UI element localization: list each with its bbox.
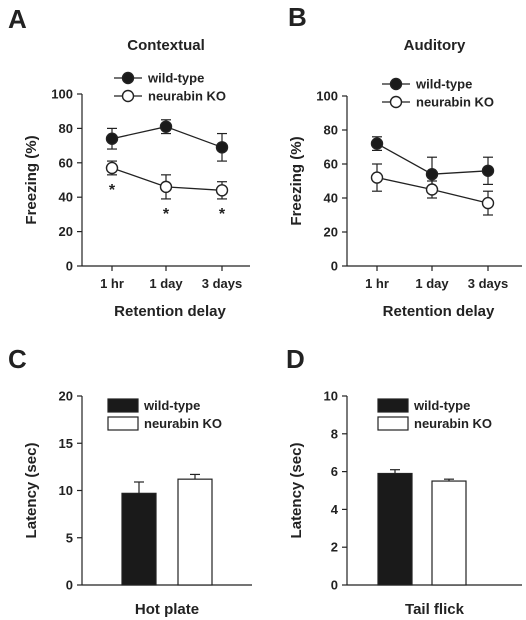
legend-swatch — [107, 416, 139, 431]
bar-neurabin-ko — [431, 480, 467, 586]
y-tick-label: 80 — [324, 123, 338, 138]
x-tick-label: 1 hr — [365, 276, 389, 291]
y-tick-label: 2 — [331, 540, 338, 555]
legend-swatch — [377, 398, 409, 413]
data-point — [425, 183, 439, 196]
x-axis-label: Retention delay — [383, 303, 495, 320]
significance-star: * — [219, 206, 226, 223]
chart-title: Contextual — [127, 37, 205, 54]
legend-marker — [121, 89, 135, 103]
x-tick-label: 1 day — [415, 276, 449, 291]
legend-label: neurabin KO — [416, 95, 494, 110]
y-tick-label: 10 — [324, 389, 338, 404]
series-wild-type — [105, 119, 229, 162]
series-wild-type — [370, 136, 495, 192]
y-axis-label: Freezing (%) — [288, 136, 305, 225]
legend-label: wild-type — [415, 77, 472, 92]
data-point — [159, 180, 173, 194]
x-axis-label: Retention delay — [114, 303, 226, 320]
x-tick-label: 3 days — [202, 276, 242, 291]
y-tick-label: 0 — [66, 578, 73, 593]
data-point — [105, 161, 119, 175]
y-tick-label: 40 — [59, 190, 73, 205]
x-tick-label: 1 hr — [100, 276, 124, 291]
y-tick-label: 20 — [59, 389, 73, 404]
y-tick-label: 8 — [331, 426, 338, 441]
y-tick-label: 6 — [331, 464, 338, 479]
y-tick-label: 40 — [324, 191, 338, 206]
data-point — [159, 120, 173, 133]
y-tick-label: 15 — [59, 436, 73, 451]
y-tick-label: 0 — [331, 259, 338, 274]
data-point — [105, 132, 119, 145]
bar-wild-type — [377, 472, 413, 586]
series-neurabin-ko — [370, 163, 495, 216]
y-tick-label: 20 — [324, 225, 338, 240]
legend-label: neurabin KO — [144, 416, 222, 431]
bar-neurabin-ko — [177, 478, 213, 586]
bar-wild-type — [121, 492, 157, 586]
significance-star: * — [163, 206, 170, 223]
data-point — [370, 137, 384, 150]
data-point — [481, 164, 495, 178]
legend-label: wild-type — [413, 398, 470, 413]
x-tick-label: 1 day — [149, 276, 183, 291]
data-point — [215, 141, 229, 154]
series-neurabin-ko — [105, 160, 229, 200]
panel-d: D 0 2 4 6 8 10 Latency (sec) Tail flick wild-type… — [286, 344, 522, 618]
data-point — [425, 167, 439, 181]
legend-label: neurabin KO — [148, 89, 226, 104]
panel-letter: C — [8, 344, 27, 374]
legend-label: wild-type — [147, 71, 204, 86]
chart-title: Auditory — [404, 37, 466, 54]
panel-letter: B — [288, 2, 307, 32]
panel-a: A Contextual 0 20 40 60 80 100 Freezing (%) Reten… — [8, 4, 250, 320]
panel-letter: D — [286, 344, 305, 374]
significance-star: * — [109, 182, 116, 199]
legend-swatch — [107, 398, 139, 413]
y-tick-label: 4 — [331, 502, 339, 517]
x-tick-label: 3 days — [468, 276, 508, 291]
x-axis-label: Tail flick — [405, 601, 465, 618]
legend-marker — [121, 71, 135, 85]
y-tick-label: 100 — [51, 87, 73, 102]
y-axis-label: Latency (sec) — [288, 443, 305, 539]
panel-b: B Auditory 0 20 40 60 80 100 Freezing (%) Retenti… — [288, 2, 522, 320]
legend-swatch — [377, 416, 409, 431]
panel-letter: A — [8, 4, 27, 34]
legend-marker — [389, 95, 403, 109]
y-tick-label: 0 — [331, 578, 338, 593]
x-axis-label: Hot plate — [135, 601, 199, 618]
legend-label: wild-type — [143, 398, 200, 413]
y-axis-label: Latency (sec) — [23, 443, 40, 539]
panel-c: C 0 5 10 15 20 Latency (sec) Hot plate wild-type… — [8, 344, 252, 618]
y-tick-label: 20 — [59, 224, 73, 239]
data-point — [481, 196, 495, 210]
y-tick-label: 60 — [59, 155, 73, 170]
legend-marker — [389, 77, 403, 91]
data-point — [370, 171, 384, 184]
y-tick-label: 60 — [324, 157, 338, 172]
data-point — [215, 184, 229, 197]
y-tick-label: 80 — [59, 121, 73, 136]
y-tick-label: 100 — [316, 89, 338, 104]
y-tick-label: 0 — [66, 259, 73, 274]
y-axis-label: Freezing (%) — [23, 135, 40, 224]
y-tick-label: 5 — [66, 530, 73, 545]
legend-label: neurabin KO — [414, 416, 492, 431]
y-tick-label: 10 — [59, 483, 73, 498]
